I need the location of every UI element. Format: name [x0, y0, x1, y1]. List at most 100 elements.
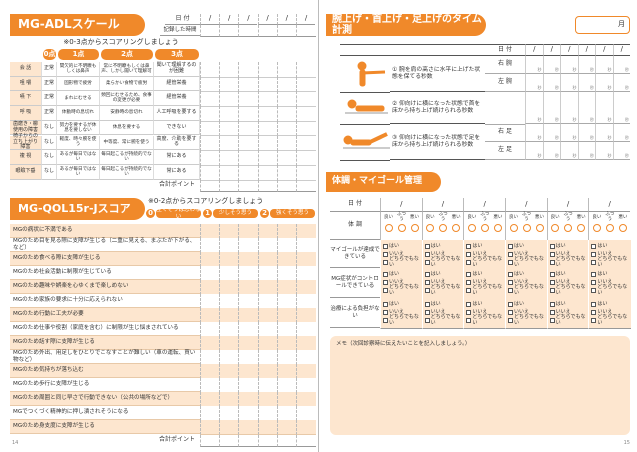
entry-cell [257, 406, 278, 421]
item-label: 咀 嚼 [10, 76, 42, 92]
checkbox [466, 260, 472, 265]
answer-option: どちらでもない [597, 284, 628, 296]
condition-option: 良い [592, 214, 602, 220]
entry-cell [219, 252, 240, 267]
total-cell [257, 435, 278, 447]
entry-cell [238, 62, 259, 78]
time-cell [296, 25, 316, 37]
score-cell: 正常 [42, 62, 57, 77]
answer-option: いいえ [389, 278, 405, 285]
entry-cell [276, 224, 297, 239]
date-slash: / [200, 14, 219, 25]
seconds-cell: 秒 [542, 124, 560, 142]
entry-cell [200, 350, 221, 365]
item-label: 眼瞼下垂 [10, 164, 42, 180]
checkbox [549, 310, 555, 315]
answer-option: どちらでもない [555, 284, 586, 296]
entry-cell [200, 150, 221, 166]
score-cell: なし [42, 120, 57, 136]
seconds-cell: 秒 [595, 56, 613, 74]
entry-cell [200, 364, 221, 379]
entry-cell [257, 392, 278, 407]
seconds-cell: 秒 [560, 56, 578, 74]
seconds-cell: 秒 [612, 142, 630, 160]
checkbox [508, 244, 513, 249]
checkbox [424, 302, 430, 307]
condition-option: 良い [425, 214, 435, 220]
answer-option: いいえ [472, 250, 488, 257]
checkbox [591, 288, 597, 293]
total-cell [200, 435, 221, 447]
entry-cell [276, 76, 297, 93]
date-slash: / [612, 44, 630, 56]
answer-option: はい [597, 242, 608, 249]
qol-item: MGのため社会活動に制限が生じている [10, 266, 200, 280]
entry-cell [276, 252, 297, 267]
side-label: 左 腕 [485, 74, 525, 92]
qol-item: MGのため歩行に支障が生じる [10, 378, 200, 392]
memo-label: メモ（次回診察時に伝えたいことを記入しましょう。） [336, 340, 471, 347]
answer-option: どちらでもない [597, 314, 628, 326]
qol-item: MGのため周囲と同じ早さで行動できない（公共の場所などで） [10, 392, 200, 406]
date-slash: / [380, 198, 422, 212]
memo-box [330, 336, 630, 435]
entry-cell [200, 224, 221, 239]
seconds-cell: 秒 [577, 142, 595, 160]
answer-option: はい [514, 270, 525, 277]
checkbox [466, 244, 472, 249]
answer-option: はい [555, 300, 566, 307]
face-icon [452, 224, 461, 232]
entry-cell [238, 120, 259, 137]
qol-item: MGのため食べる際に支障が生じる [10, 252, 200, 266]
checkbox [508, 260, 513, 265]
entry-cell [257, 238, 278, 253]
qol-item: MGのため身支度に支障が生じる [10, 420, 200, 434]
date-label: 日 付 [485, 44, 525, 56]
question-label: マイゴールが達成できている [330, 240, 380, 268]
answer-option: はい [430, 300, 441, 307]
side-cell [485, 92, 525, 125]
entry-cell [200, 62, 221, 78]
face-icon [426, 224, 435, 232]
total-cell [276, 435, 297, 447]
entry-cell [200, 336, 221, 351]
figure-cell [340, 92, 390, 125]
time-cell [238, 25, 259, 37]
score-cell: 頻回にむせるため、食事の変更が必要 [100, 91, 154, 107]
entry-cell [238, 280, 259, 295]
entry-cell [200, 308, 221, 323]
condition-option: ふつう [480, 212, 490, 222]
entry-cell [296, 322, 317, 337]
item-label: 椅子からの立ち上がり障害 [10, 133, 42, 151]
entry-cell [219, 76, 240, 93]
answer-option: いいえ [555, 278, 571, 285]
score-cell: なし [42, 150, 57, 165]
score-cell: 休息を要する [100, 120, 154, 136]
seconds-cell: 秒 [525, 124, 543, 142]
checkbox [508, 252, 513, 257]
date-slash: / [560, 44, 578, 56]
entry-cell [296, 406, 317, 421]
face-icon [535, 224, 544, 232]
checkbox [549, 302, 555, 307]
entry-cell [238, 266, 259, 281]
qol-item: MGのため家族の要求に十分に応えられない [10, 294, 200, 308]
seconds-cell: 秒 [577, 92, 595, 124]
entry-cell [296, 378, 317, 393]
answer-option: いいえ [514, 250, 530, 257]
entry-cell [296, 364, 317, 379]
legend-text: 強くそう思う [270, 209, 315, 218]
entry-cell [257, 252, 278, 267]
score-cell: 人工呼吸を要する [154, 106, 200, 121]
item-label: 複 視 [10, 150, 42, 165]
answer-option: どちらでもない [430, 314, 461, 326]
section-header: 体調・マイゴール管理 [326, 172, 441, 192]
question-label: MG症状がコントロールできている [330, 268, 380, 298]
entry-cell [257, 420, 278, 435]
answer-option: いいえ [430, 308, 446, 315]
entry-cell [219, 406, 240, 421]
checkbox [549, 318, 555, 323]
answer-option: はい [555, 242, 566, 249]
score-header: 0点 [43, 49, 56, 60]
condition-option: 悪い [410, 214, 419, 220]
